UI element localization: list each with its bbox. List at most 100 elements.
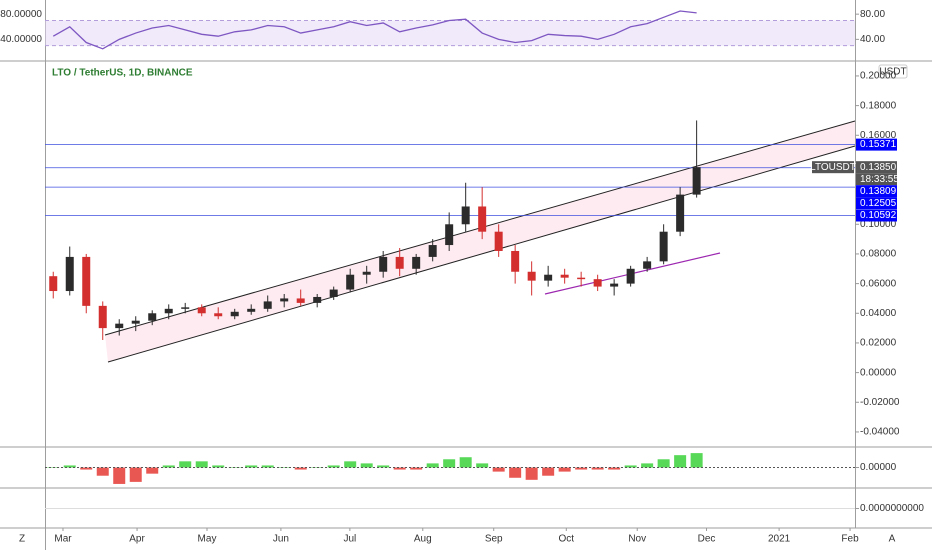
price-tag-label: 0.10592 [860,210,897,221]
momentum-bar [344,461,357,468]
candle-body [148,313,157,321]
currency-badge[interactable] [878,64,908,79]
candle-body [263,301,272,309]
momentum-bar [113,467,126,484]
auto-scale-button[interactable]: A [889,534,896,545]
candle-body [247,308,256,312]
channel-fill [105,121,855,362]
y-tick-label: 0.00000 [860,367,897,378]
candle-body [610,283,619,287]
x-tick-label: Jul [343,534,356,545]
x-tick-label: May [198,534,217,545]
momentum-bar [294,467,307,470]
candle-body [181,307,190,309]
momentum-bar [443,459,456,468]
momentum-bar [542,467,555,476]
momentum-bar [63,465,76,468]
candle-body [379,256,388,272]
countdown-label: 18:33:55 [860,174,899,185]
rsi-line [52,10,697,50]
momentum-bar [476,463,489,468]
price-tag [856,138,897,151]
candle-body [49,276,58,292]
momentum-bar [96,467,109,476]
price-tag-label: 0.13850 [860,162,897,173]
momentum-bar [245,465,258,468]
candle-body [197,307,206,314]
momentum-bar [360,463,373,468]
candle-body [428,245,437,257]
candle-body [511,250,520,272]
candle-body [412,256,421,269]
momentum-bar [492,467,505,472]
y-tick-label: 0.0000000000 [860,503,924,514]
candle-body [313,296,322,303]
momentum-bar [674,455,687,468]
x-tick-label: Oct [559,534,575,545]
candle-body [329,289,338,297]
momentum-bar [591,467,604,470]
price-tag [856,209,897,222]
y-tick-label: -0.04000 [860,427,900,438]
momentum-bar [575,467,588,470]
momentum-bar [80,467,93,470]
y-tick-label: 0.06000 [860,278,897,289]
y-tick-label: 40.00 [860,34,885,45]
candle-body [692,167,701,195]
timezone-button[interactable]: Z [19,534,25,545]
momentum-bar [690,453,703,468]
symbol-tag [812,161,854,174]
candle-body [98,305,107,329]
candle-body [131,320,140,324]
x-tick-label: Aug [414,534,432,545]
x-tick-label: Dec [698,534,716,545]
momentum-bar [278,467,291,468]
momentum-bar [509,467,522,478]
y-tick-label: -0.02000 [860,397,900,408]
momentum-bar [459,457,472,468]
candle-body [115,323,124,329]
y-tick-label: 0.18000 [860,100,897,111]
left-y-tick-label: 80.00000 [0,9,42,20]
candle-body [461,206,470,225]
y-tick-label: 0.08000 [860,249,897,260]
momentum-bar [608,467,621,470]
candle-body [626,268,635,284]
y-tick-label: 0.20000 [860,71,897,82]
momentum-bar [377,465,390,468]
price-tag-label: 0.15371 [860,139,897,150]
countdown-tag [856,173,897,186]
y-tick-label: 0.16000 [860,130,897,141]
momentum-bar [624,465,637,468]
candle-body [395,256,404,269]
candle-body [164,308,173,314]
price-tag [856,161,897,174]
price-tag-label: 0.13809 [860,186,897,197]
price-tag [856,185,897,198]
candle-body [65,256,74,292]
candle-body [643,261,652,269]
x-tick-label: Jun [273,534,289,545]
candle-body [676,194,685,232]
momentum-bar [657,459,670,468]
candle-body [82,256,91,306]
momentum-bar [195,461,208,468]
momentum-bar [410,467,423,470]
momentum-bar [641,463,654,468]
candle-body [280,298,289,302]
x-tick-label: Mar [54,534,72,545]
momentum-bar [525,467,538,480]
y-tick-label: 0.02000 [860,338,897,349]
candle-body [593,279,602,287]
chart-title: LTO / TetherUS, 1D, BINANCE [52,68,193,79]
momentum-bar [393,467,406,470]
candle-body [560,274,569,278]
x-tick-label: Apr [129,534,145,545]
left-y-tick-label: 40.00000 [0,34,42,45]
momentum-bar [327,465,340,468]
candle-body [544,274,553,281]
momentum-bar [146,467,159,474]
candle-body [362,271,371,275]
channel-lower [107,145,856,363]
